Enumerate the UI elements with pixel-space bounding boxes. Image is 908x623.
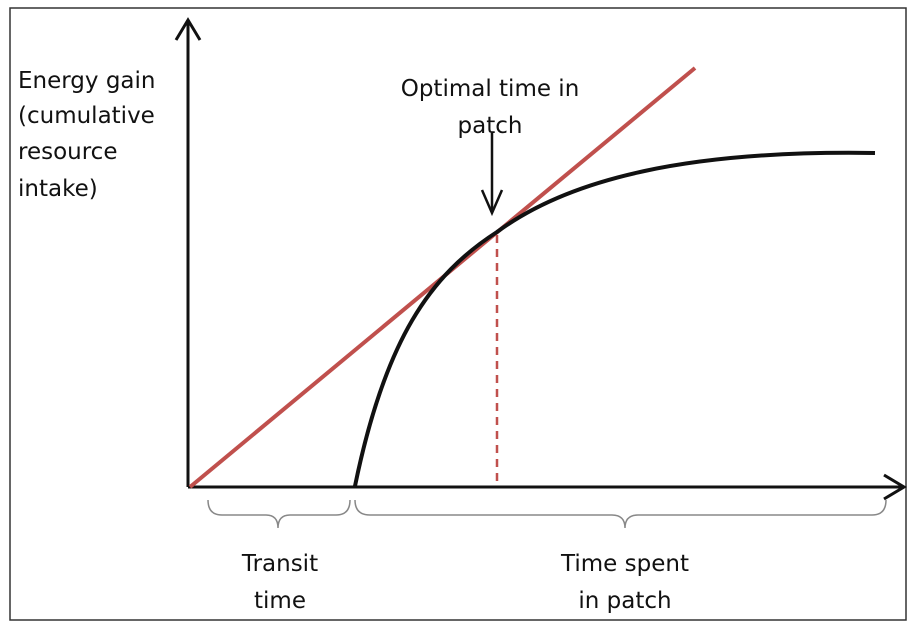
y-axis-label: intake) (18, 176, 98, 202)
optimal-label: Optimal time in (401, 76, 580, 102)
x-axis-arrow (883, 473, 907, 501)
frame (9, 7, 907, 621)
patch-brace (354, 499, 887, 529)
y-axis-arrow (174, 17, 202, 41)
y-axis-label: resource (18, 139, 117, 165)
transit-label: time (254, 588, 306, 614)
patch-label: Time spent (560, 551, 689, 577)
optimum-arrowhead (480, 189, 504, 217)
patch-label: in patch (578, 588, 671, 614)
y-axis-label: Energy gain (18, 68, 156, 94)
transit-label: Transit (241, 551, 318, 577)
y-axis-label: (cumulative (18, 103, 155, 129)
transit-brace (207, 499, 351, 529)
gain-curve (353, 150, 876, 487)
optimal-label: patch (458, 113, 523, 139)
